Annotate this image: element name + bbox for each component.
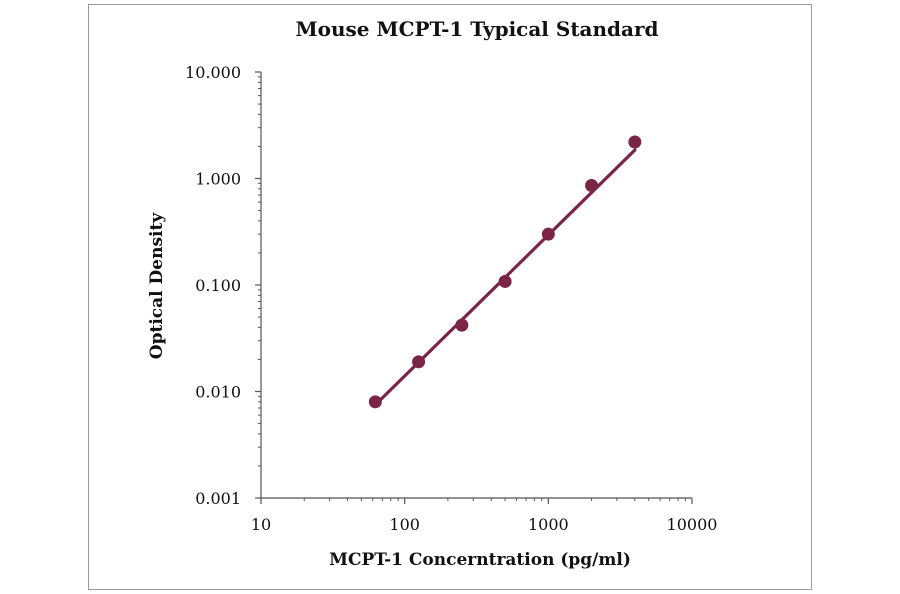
x-tick-label: 10 bbox=[251, 515, 271, 534]
x-axis-title: MCPT-1 Concerntration (pg/ml) bbox=[329, 550, 631, 570]
y-tick-label: 0.010 bbox=[195, 383, 241, 402]
y-tick-label: 0.100 bbox=[195, 276, 241, 295]
data-point bbox=[412, 355, 426, 369]
chart-frame bbox=[88, 4, 812, 590]
y-axis-title: Optical Density bbox=[147, 212, 167, 360]
data-point bbox=[541, 227, 555, 241]
data-point bbox=[455, 318, 469, 332]
y-tick-label: 0.001 bbox=[195, 489, 241, 508]
y-tick-label: 1.000 bbox=[195, 170, 241, 189]
chart-title: Mouse MCPT-1 Typical Standard bbox=[295, 17, 658, 41]
data-point bbox=[628, 135, 642, 149]
data-point bbox=[498, 274, 512, 288]
x-tick-label: 10000 bbox=[667, 515, 718, 534]
x-tick-label: 100 bbox=[389, 515, 420, 534]
y-tick-label: 10.000 bbox=[185, 63, 241, 82]
x-tick-label: 1000 bbox=[528, 515, 569, 534]
data-point bbox=[368, 395, 382, 409]
data-point bbox=[585, 178, 599, 192]
